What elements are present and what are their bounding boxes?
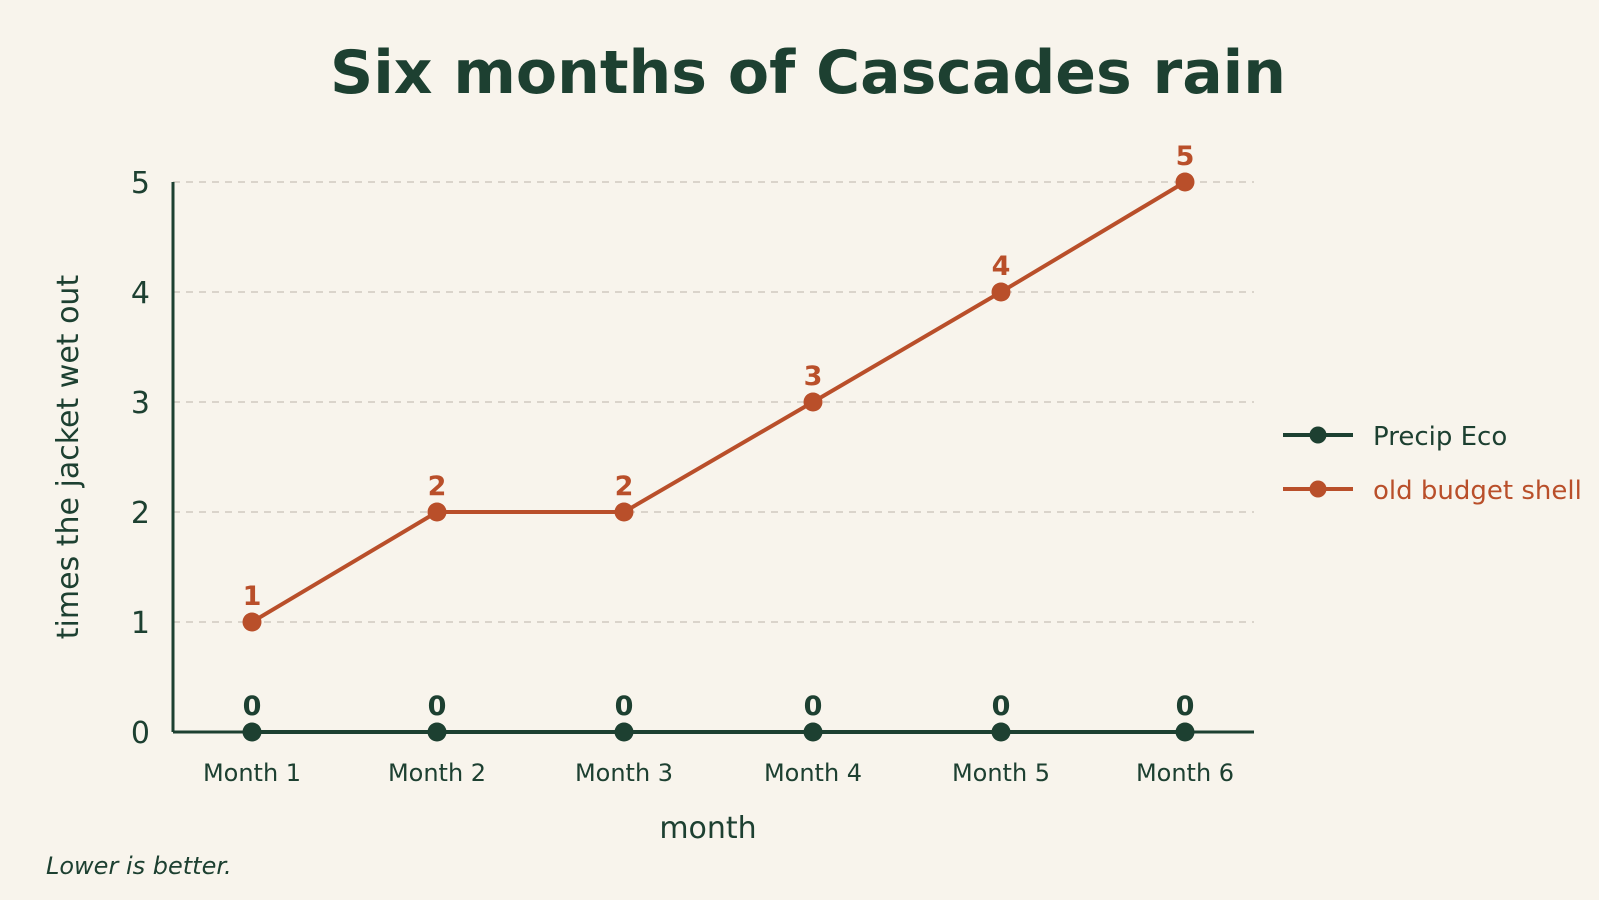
data-point: [991, 722, 1011, 742]
x-tick-label: Month 6: [1136, 759, 1234, 787]
data-label: 0: [243, 691, 262, 722]
chart-title: Six months of Cascades rain: [330, 38, 1286, 108]
data-label: 1: [243, 581, 262, 612]
footnote: Lower is better.: [46, 852, 232, 880]
data-point: [1175, 722, 1195, 742]
data-label: 3: [804, 361, 823, 392]
y-tick-label: 2: [131, 496, 150, 531]
x-tick-label: Month 4: [764, 759, 862, 787]
legend-item: old budget shell: [1283, 476, 1582, 506]
series-2: 1 2 2 3 4 5: [242, 141, 1195, 632]
data-point: [991, 282, 1011, 302]
x-tick-label: Month 5: [952, 759, 1050, 787]
data-label: 0: [804, 691, 823, 722]
data-label: 0: [1176, 691, 1195, 722]
legend-swatch-marker: [1309, 426, 1327, 444]
y-tick-label: 3: [131, 386, 150, 421]
data-point: [803, 722, 823, 742]
axes: [171, 182, 1254, 734]
y-axis-ticks: 0 1 2 3 4 5: [131, 166, 150, 751]
data-point: [242, 612, 262, 632]
data-point: [614, 722, 634, 742]
x-axis-ticks: Month 1 Month 2 Month 3 Month 4 Month 5 Month…: [203, 759, 1234, 787]
series-1: 0 0 0 0 0 0: [242, 691, 1195, 742]
data-label: 0: [615, 691, 634, 722]
data-label: 2: [615, 471, 634, 502]
data-point: [803, 392, 823, 412]
data-point: [242, 722, 262, 742]
data-point: [614, 502, 634, 522]
data-point: [1175, 172, 1195, 192]
x-axis-label: month: [659, 811, 756, 846]
data-label: 0: [428, 691, 447, 722]
legend-swatch-marker: [1309, 480, 1327, 498]
series-line: [250, 180, 1187, 624]
data-label: 0: [992, 691, 1011, 722]
series: 0 0 0 0 0 0 1 2 2 3 4 5: [242, 141, 1195, 742]
data-label: 4: [992, 251, 1011, 282]
grid: [173, 181, 1254, 623]
x-tick-label: Month 2: [388, 759, 486, 787]
legend-label: old budget shell: [1373, 476, 1582, 506]
x-tick-label: Month 3: [575, 759, 673, 787]
data-label: 5: [1176, 141, 1195, 172]
y-tick-label: 5: [131, 166, 150, 201]
data-label: 2: [428, 471, 447, 502]
x-tick-label: Month 1: [203, 759, 301, 787]
y-tick-label: 0: [131, 716, 150, 751]
legend-item: Precip Eco: [1283, 422, 1507, 452]
data-point: [427, 722, 447, 742]
y-tick-label: 4: [131, 276, 150, 311]
data-point: [427, 502, 447, 522]
y-tick-label: 1: [131, 606, 150, 641]
y-axis-label: times the jacket wet out: [51, 275, 86, 640]
legend: Precip Eco old budget shell: [1283, 422, 1582, 506]
legend-label: Precip Eco: [1373, 422, 1507, 452]
